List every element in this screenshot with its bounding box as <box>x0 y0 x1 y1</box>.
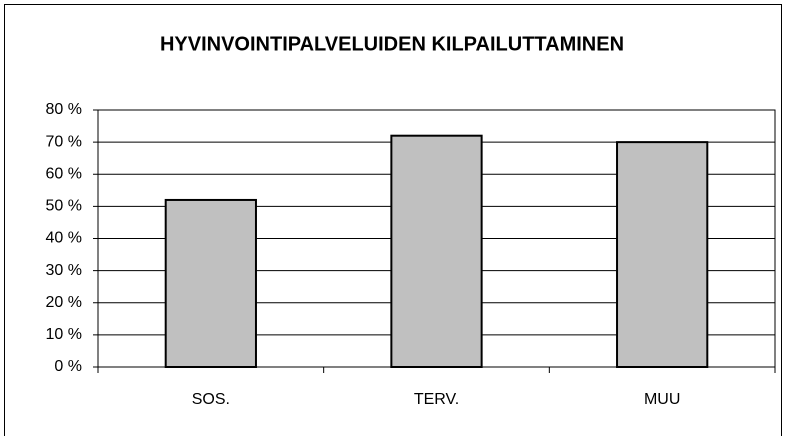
x-tick-label: SOS. <box>192 391 230 408</box>
y-tick-label: 40 % <box>46 230 82 247</box>
y-tick-label: 70 % <box>46 133 82 150</box>
y-tick-label: 10 % <box>46 326 82 343</box>
y-tick-label: 80 % <box>46 101 82 118</box>
x-tick-label: MUU <box>644 391 680 408</box>
y-tick-label: 30 % <box>46 262 82 279</box>
bar <box>390 134 483 368</box>
y-tick-label: 50 % <box>46 198 82 215</box>
y-tick-label: 20 % <box>46 294 82 311</box>
bar <box>164 198 257 368</box>
x-tick-label: TERV. <box>414 391 459 408</box>
bar <box>616 141 709 368</box>
chart-title: HYVINVOINTIPALVELUIDEN KILPAILUTTAMINEN <box>160 33 624 55</box>
y-tick-label: 0 % <box>54 358 82 375</box>
y-tick-label: 60 % <box>46 165 82 182</box>
